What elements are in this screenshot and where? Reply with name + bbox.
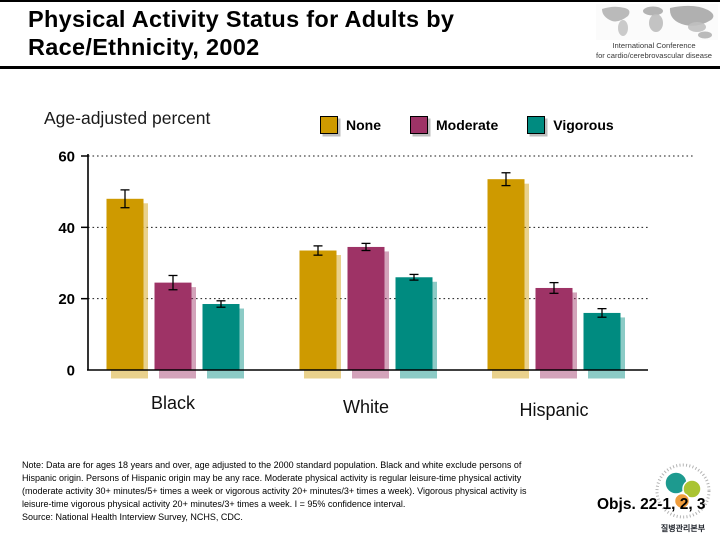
- svg-text:Hispanic: Hispanic: [519, 400, 588, 420]
- svg-text:0: 0: [67, 363, 75, 380]
- conference-caption: International Conference for cardio/cere…: [588, 41, 720, 62]
- legend-swatch-moderate-icon: [410, 116, 428, 134]
- legend-label-none: None: [346, 117, 381, 133]
- kcdc-logo-caption: 질병관리본부: [660, 524, 706, 533]
- objectives-label: Objs. 22-1, 2, 3: [597, 496, 706, 513]
- chart-legend: None Moderate Vigorous: [320, 116, 614, 134]
- footnote: Note: Data are for ages 18 years and ove…: [22, 460, 527, 523]
- legend-swatch-none-icon: [320, 116, 338, 134]
- legend-item-none: None: [320, 116, 381, 134]
- world-map-logo: [596, 4, 718, 40]
- svg-text:20: 20: [58, 291, 75, 308]
- kcdc-logo: [655, 463, 711, 519]
- svg-text:White: White: [343, 397, 389, 417]
- conference-caption-line2: for cardio/cerebrovascular disease: [595, 51, 713, 61]
- title-underline: [0, 66, 720, 69]
- conference-caption-line1: International Conference: [612, 41, 696, 50]
- top-border-line: [0, 0, 720, 2]
- svg-text:40: 40: [58, 220, 75, 237]
- legend-item-moderate: Moderate: [410, 116, 498, 134]
- legend-label-moderate: Moderate: [436, 117, 499, 133]
- svg-text:60: 60: [58, 149, 75, 166]
- legend-swatch-vigorous-icon: [527, 116, 546, 134]
- y-axis-title: Age-adjusted percent: [44, 108, 211, 128]
- page-title: Physical Activity Status for Adults by R…: [28, 6, 455, 61]
- legend-label-vigorous: Vigorous: [553, 117, 614, 133]
- svg-text:Black: Black: [151, 393, 196, 413]
- legend-item-vigorous: Vigorous: [527, 116, 614, 134]
